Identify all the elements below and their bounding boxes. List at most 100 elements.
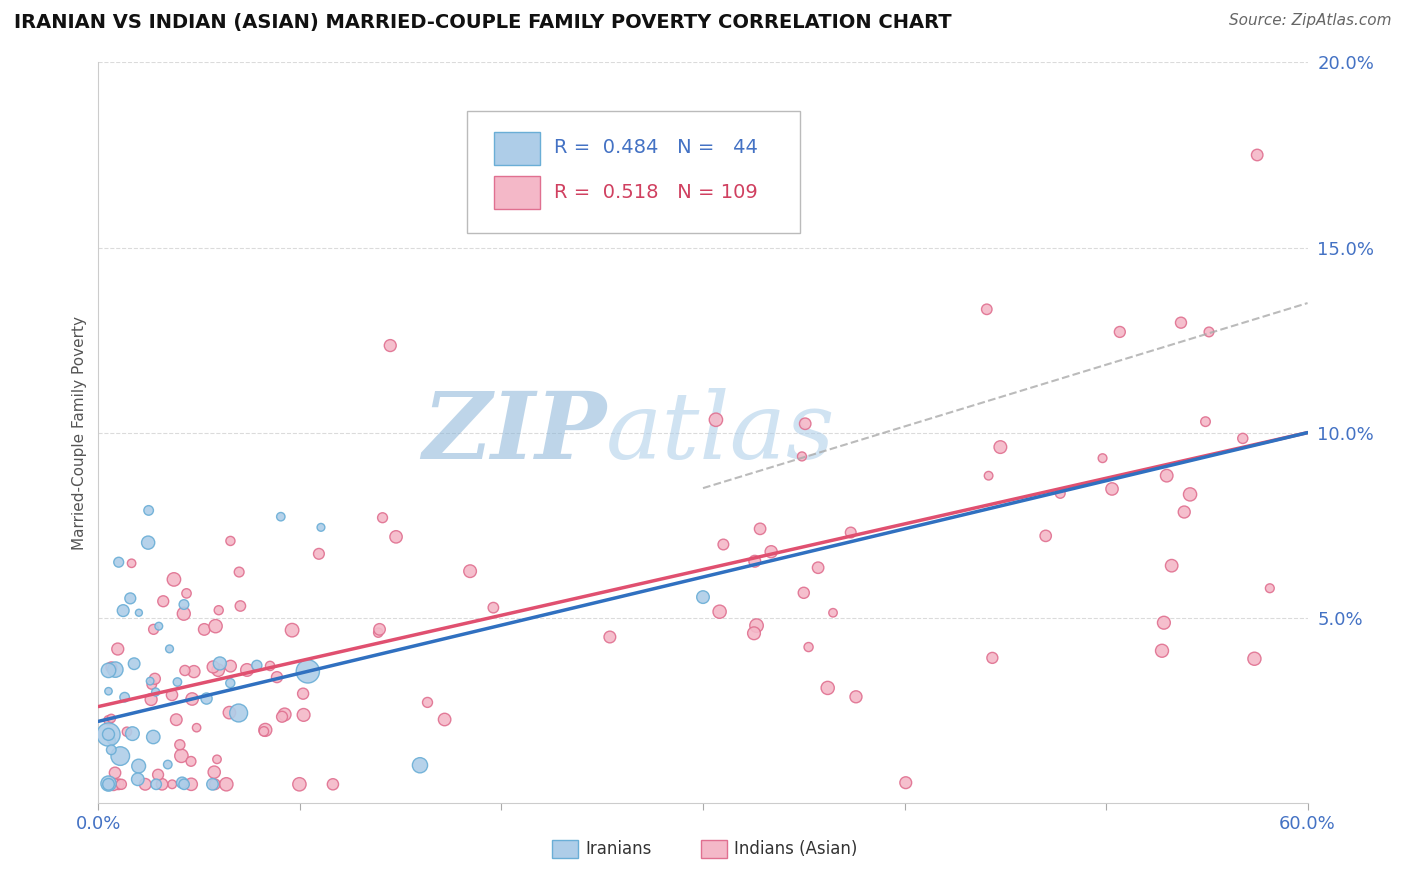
- Point: [807, 560, 830, 574]
- Point: [134, 777, 156, 791]
- Point: [894, 775, 917, 789]
- Point: [160, 688, 183, 702]
- Y-axis label: Married-Couple Family Poverty: Married-Couple Family Poverty: [72, 316, 87, 549]
- Point: [692, 590, 714, 604]
- FancyBboxPatch shape: [551, 840, 578, 858]
- Point: [416, 695, 439, 709]
- Point: [97, 727, 120, 741]
- Point: [173, 777, 195, 791]
- Point: [128, 759, 150, 773]
- Point: [174, 664, 197, 678]
- Point: [107, 777, 129, 791]
- Point: [97, 777, 120, 791]
- Point: [1258, 581, 1281, 595]
- Point: [97, 776, 120, 790]
- Point: [745, 618, 768, 632]
- Point: [145, 685, 167, 699]
- Point: [744, 554, 766, 568]
- Point: [112, 604, 135, 618]
- Point: [97, 684, 120, 698]
- Point: [1243, 651, 1265, 665]
- Point: [114, 690, 136, 705]
- Point: [271, 710, 294, 724]
- Point: [246, 658, 269, 673]
- Point: [173, 607, 195, 621]
- Point: [367, 625, 389, 640]
- Point: [481, 136, 503, 151]
- Point: [201, 777, 224, 791]
- Point: [322, 777, 344, 791]
- Point: [104, 765, 127, 780]
- Point: [97, 664, 120, 678]
- Point: [981, 651, 1004, 665]
- Point: [142, 730, 165, 744]
- Point: [127, 772, 149, 787]
- Point: [204, 777, 226, 791]
- Text: R =  0.518   N = 109: R = 0.518 N = 109: [554, 183, 758, 202]
- Point: [368, 623, 391, 637]
- Point: [156, 757, 179, 772]
- Point: [1170, 316, 1192, 330]
- Point: [977, 468, 1000, 483]
- Point: [1160, 558, 1182, 573]
- Point: [180, 777, 202, 791]
- Point: [711, 537, 734, 551]
- Point: [208, 657, 231, 671]
- Point: [202, 660, 225, 674]
- Point: [100, 743, 122, 757]
- Point: [1049, 486, 1071, 500]
- Point: [181, 692, 204, 706]
- Point: [380, 338, 402, 352]
- FancyBboxPatch shape: [700, 840, 727, 858]
- Text: atlas: atlas: [606, 388, 835, 477]
- Point: [110, 777, 132, 791]
- Point: [115, 724, 138, 739]
- Point: [100, 660, 122, 674]
- Point: [229, 599, 252, 613]
- Point: [976, 302, 998, 317]
- Point: [218, 706, 240, 720]
- Point: [273, 707, 295, 722]
- Text: IRANIAN VS INDIAN (ASIAN) MARRIED-COUPLE FAMILY POVERTY CORRELATION CHART: IRANIAN VS INDIAN (ASIAN) MARRIED-COUPLE…: [14, 13, 952, 32]
- Point: [1108, 325, 1130, 339]
- Point: [1091, 451, 1114, 466]
- Point: [821, 606, 844, 620]
- Point: [159, 641, 181, 656]
- Point: [120, 591, 142, 606]
- Point: [160, 777, 183, 791]
- Point: [1198, 325, 1220, 339]
- Point: [409, 758, 432, 772]
- FancyBboxPatch shape: [494, 177, 540, 209]
- Point: [292, 707, 315, 722]
- Point: [1156, 468, 1178, 483]
- Point: [172, 775, 194, 789]
- Point: [215, 777, 238, 791]
- Point: [270, 509, 292, 524]
- Point: [186, 721, 208, 735]
- Point: [176, 586, 198, 600]
- Point: [169, 738, 191, 752]
- Point: [253, 724, 276, 739]
- FancyBboxPatch shape: [467, 111, 800, 233]
- Point: [839, 525, 862, 540]
- Point: [742, 626, 765, 640]
- Point: [433, 713, 456, 727]
- Point: [121, 726, 143, 740]
- Point: [170, 748, 193, 763]
- Point: [266, 670, 288, 684]
- Point: [152, 594, 174, 608]
- Point: [704, 413, 727, 427]
- Point: [202, 765, 225, 780]
- Point: [166, 675, 188, 690]
- Point: [385, 530, 408, 544]
- Point: [107, 555, 129, 569]
- Point: [107, 642, 129, 657]
- Point: [297, 665, 319, 679]
- Point: [759, 545, 782, 559]
- Point: [173, 598, 195, 612]
- Text: Source: ZipAtlas.com: Source: ZipAtlas.com: [1229, 13, 1392, 29]
- Point: [482, 600, 505, 615]
- Text: Iranians: Iranians: [586, 839, 652, 858]
- Point: [599, 630, 621, 644]
- Text: R =  0.484   N =   44: R = 0.484 N = 44: [554, 138, 758, 157]
